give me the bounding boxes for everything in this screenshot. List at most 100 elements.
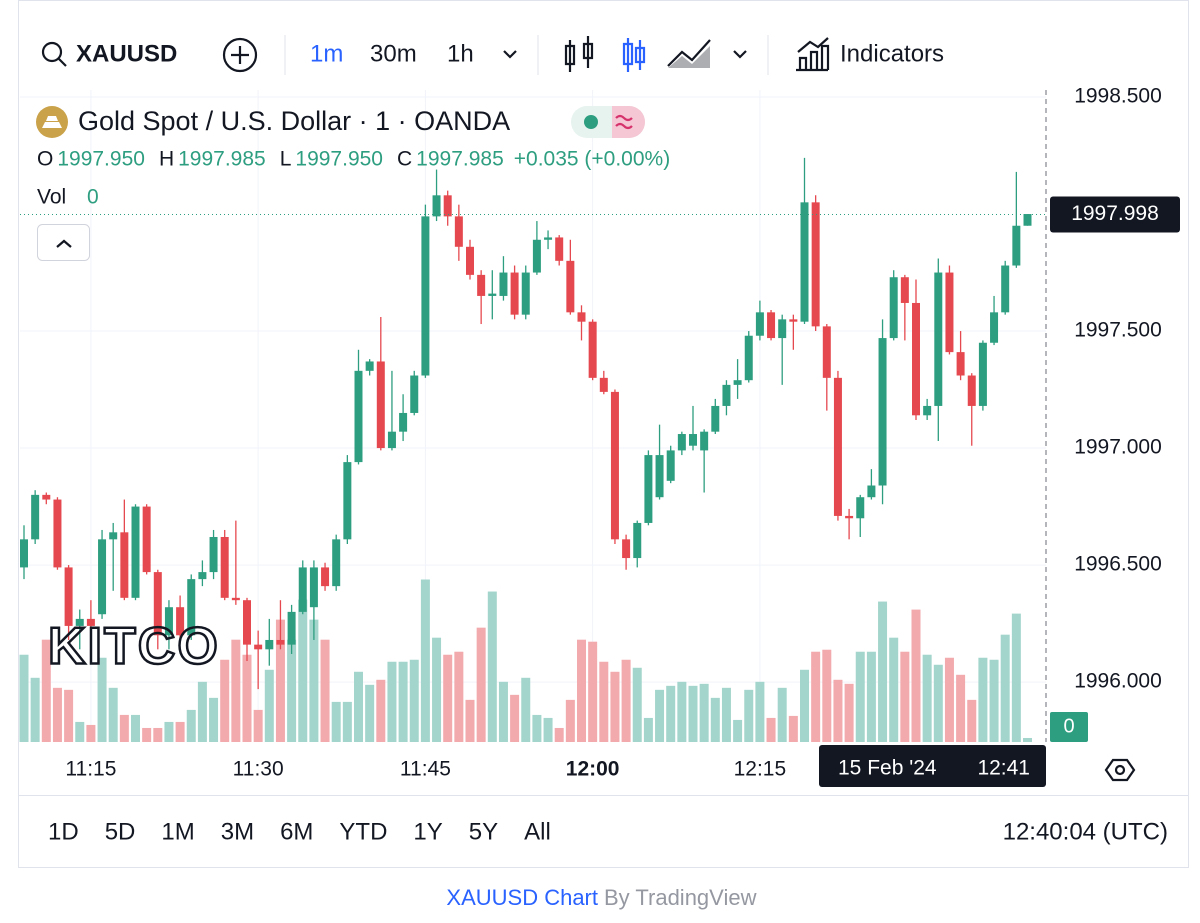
candle-body [677, 434, 686, 451]
footer-link[interactable]: XAUUSD Chart [446, 885, 598, 910]
candle-body [889, 277, 898, 339]
range-button[interactable]: 1D [48, 818, 79, 845]
candle-body [64, 567, 73, 626]
search-icon[interactable] [41, 41, 63, 63]
volume-bar [588, 641, 598, 742]
volume-bar [142, 727, 152, 742]
volume-bar [1011, 613, 1021, 742]
candle-body [198, 572, 207, 580]
legend: Gold Spot / U.S. Dollar · 1 · OANDA O 199… [36, 106, 670, 261]
candle-body [655, 455, 664, 498]
volume-bar [521, 677, 531, 742]
volume-bar [721, 687, 731, 742]
volume-bar [621, 659, 631, 742]
volume-bar [677, 681, 687, 742]
volume-bar [755, 681, 765, 742]
candle-body [231, 597, 240, 601]
candle-body [466, 246, 474, 275]
candle-body [622, 539, 631, 559]
candle-body [867, 485, 876, 498]
volume-last-label: 0 [1063, 715, 1074, 737]
x-tick-label: 11:30 [233, 758, 284, 781]
volume-bar [443, 654, 453, 742]
candle-body [443, 195, 452, 217]
volume-bar [287, 639, 297, 742]
range-button[interactable]: 5Y [469, 818, 498, 845]
chart-type-menu[interactable] [733, 50, 747, 59]
candle-body [265, 639, 274, 650]
interval-menu[interactable] [503, 50, 517, 59]
candle-body [421, 216, 430, 376]
volume-bar [365, 684, 375, 742]
candle-body [912, 302, 920, 416]
volume-bar [956, 674, 966, 742]
interval[interactable]: 1h [447, 40, 474, 67]
market-open-dot [584, 115, 598, 129]
volume-bar [744, 689, 754, 742]
interval[interactable]: 30m [370, 40, 417, 67]
candle-body [287, 611, 296, 645]
candles-icon[interactable] [622, 38, 646, 72]
volume-bar [822, 649, 832, 742]
range-button[interactable]: 1M [161, 818, 194, 845]
volume-bar [108, 687, 118, 742]
volume-bar [710, 697, 720, 742]
volume-bar [52, 687, 62, 742]
candle-body [610, 391, 619, 540]
candle-body [153, 572, 162, 636]
bars-icon[interactable] [564, 36, 594, 72]
volume-bar [75, 721, 85, 742]
candle-body [477, 274, 486, 296]
range-button[interactable]: 1Y [413, 818, 442, 845]
compare-button[interactable] [222, 37, 258, 73]
candle-body [544, 237, 553, 240]
collapse-icon [56, 239, 72, 248]
candle-body [53, 499, 62, 568]
indicators-icon[interactable] [796, 37, 830, 72]
indicators-button[interactable]: Indicators [840, 40, 944, 67]
volume-bar [41, 639, 51, 742]
interval[interactable]: 1m [310, 40, 343, 67]
volume-bar [476, 627, 486, 742]
volume-bar [209, 697, 219, 742]
volume-bar [309, 619, 319, 742]
candle-body [410, 375, 419, 413]
candle-body [978, 342, 987, 406]
candle-body [243, 600, 251, 645]
candle-body [744, 335, 753, 381]
volume-bar [933, 664, 943, 742]
volume-bar [175, 721, 185, 742]
candle-body [499, 272, 508, 296]
volume-bar [186, 709, 196, 742]
candle-body [878, 338, 887, 486]
candle-body [131, 506, 140, 598]
candle-body [800, 202, 809, 322]
candle-body [900, 277, 909, 303]
range-button[interactable]: All [524, 818, 551, 845]
change: +0.035 (+0.00%) [514, 148, 670, 171]
volume-bar [978, 657, 988, 742]
volume-bar [231, 639, 241, 742]
range-button[interactable]: 3M [221, 818, 254, 845]
candle-body [599, 377, 608, 392]
range-button[interactable]: 6M [280, 818, 313, 845]
candle-body [120, 532, 129, 598]
candle-body [711, 405, 720, 432]
volume-bar [911, 609, 921, 742]
volume-bar [811, 651, 821, 742]
range-button[interactable]: 5D [105, 818, 136, 845]
volume-bar [454, 651, 464, 742]
symbol[interactable]: XAUUSD [76, 40, 177, 67]
volume-bar [398, 661, 408, 742]
volume-bar [688, 685, 698, 742]
area-icon[interactable] [667, 39, 711, 67]
volume-bar [30, 677, 40, 742]
settings-icon[interactable] [1104, 758, 1136, 782]
volume-bar [855, 651, 865, 742]
range-button[interactable]: YTD [339, 818, 387, 845]
volume-bar [532, 714, 542, 742]
y-tick-label: 1998.500 [1074, 85, 1162, 108]
candle-body [309, 567, 318, 608]
candle-body [967, 375, 976, 406]
candle-body [566, 260, 575, 313]
